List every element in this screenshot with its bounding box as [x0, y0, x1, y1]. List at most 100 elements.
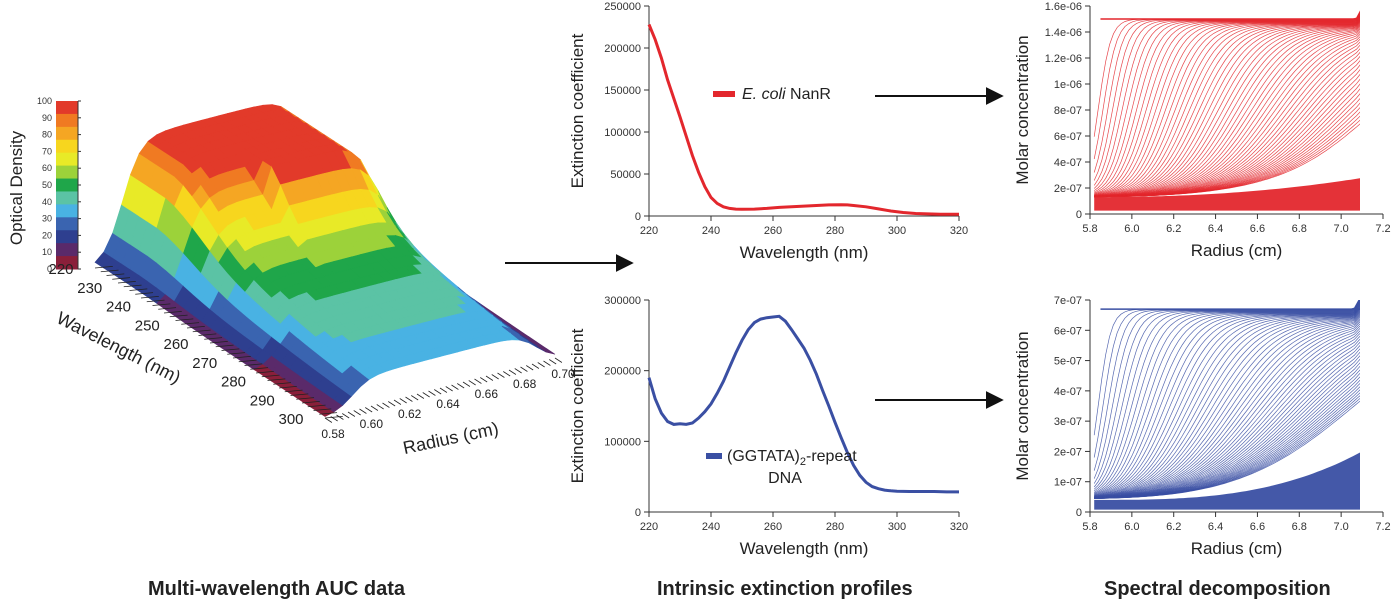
- colorbar-tick-label: 30: [42, 214, 52, 224]
- surface-hatch-line: [382, 402, 390, 408]
- nanr-decomp-x-tick-label: 6.0: [1124, 223, 1139, 235]
- wavelength-tick-label: 270: [192, 355, 217, 372]
- surface-hatch-line: [181, 322, 200, 325]
- nanr-x-tick-label: 220: [640, 225, 658, 237]
- nanr-decomp-y-tick-label: 6e-07: [1054, 131, 1082, 143]
- radius-tick-label: 0.60: [360, 417, 384, 431]
- surface-hatch-line: [313, 408, 332, 411]
- dna-decomp-scan-curve: [1094, 306, 1360, 498]
- nanr-decomp-x-tick-label: 6.4: [1208, 223, 1223, 235]
- surface-hatch-line: [117, 281, 136, 284]
- dna-decomp-scan-curve: [1094, 301, 1360, 493]
- nanr-y-tick-label: 150000: [604, 85, 641, 97]
- surface-hatch-line: [221, 348, 240, 351]
- radius-tick-label: 0.62: [398, 407, 422, 421]
- dna-decomp-x-tick-label: 6.2: [1166, 521, 1181, 533]
- nanr-decomposition-chart: 5.8 6.0 6.2 6.4 6.6 6.8 7.0 7.2 0 2e-07 4e-07 6e-07…: [1013, 1, 1391, 260]
- colorbar-tick-label: 80: [42, 130, 52, 140]
- radius-tick-label: 0.64: [436, 397, 460, 411]
- surface-hatch-line: [491, 374, 499, 380]
- surface-hatch-line: [232, 356, 251, 359]
- surface-hatch-line: [198, 333, 217, 336]
- dna-decomp-x-tick-label: 6.4: [1208, 521, 1223, 533]
- surface-hatch-line: [526, 365, 534, 371]
- surface-hatch-line: [434, 389, 442, 395]
- dna-y-tick-label: 100000: [604, 436, 641, 448]
- dna-decomp-y-tick-label: 6e-07: [1054, 325, 1082, 337]
- dna-x-tick-label: 240: [702, 521, 720, 533]
- surface-hatch-line: [290, 393, 309, 396]
- nanr-scan-curves: [1093, 10, 1360, 211]
- colorbar-tick-label: 0: [47, 264, 52, 274]
- nanr-axes: 220 240 260 280 300 320 0 50000 100000 150000 2000…: [568, 1, 968, 262]
- dna-decomp-x-tick-label: 5.8: [1082, 521, 1097, 533]
- nanr-decomp-scan-curve: [1094, 16, 1360, 197]
- dna-decomp-y-tick-label: 7e-07: [1054, 295, 1082, 307]
- dna-decomp-scan-curve: [1094, 304, 1360, 496]
- nanr-y-axis-label: Extinction coefficient: [568, 33, 587, 188]
- wavelength-tick-label: 220: [48, 261, 73, 278]
- dna-decomp-scan-curve: [1094, 312, 1360, 498]
- dna-extinction-chart: 220 240 260 280 300 320 0 100000 200000 300000 Wav…: [568, 295, 968, 558]
- colorbar-segment: [56, 139, 78, 154]
- surface-hatch-line: [324, 416, 343, 419]
- surface-hatch-line: [307, 404, 326, 408]
- nanr-y-tick-label: 200000: [604, 43, 641, 55]
- nanr-decomp-scan-curve: [1094, 16, 1360, 197]
- wavelength-tick-label: 230: [77, 280, 102, 297]
- nanr-decomp-x-tick-label: 6.6: [1250, 223, 1265, 235]
- surface-hatch-line: [462, 381, 471, 387]
- nanr-decomp-scan-curve: [1094, 19, 1360, 197]
- dna-decomp-scan-curve: [1094, 306, 1360, 497]
- nanr-x-tick-label: 240: [702, 225, 720, 237]
- nanr-decomp-scan-curve: [1094, 26, 1360, 197]
- dna-decomp-scan-curve: [1094, 309, 1360, 498]
- surface-hatch-line: [106, 273, 125, 276]
- dna-decomp-scan-curve: [1094, 315, 1360, 499]
- surface-hatch-line: [267, 378, 286, 381]
- nanr-x-tick-label: 280: [826, 225, 844, 237]
- nanr-decomp-scan-curve: [1094, 18, 1360, 197]
- wavelength-tick-label: 260: [163, 336, 188, 353]
- dna-decomp-x-tick-label: 7.2: [1375, 521, 1390, 533]
- surface-hatch-line: [238, 359, 257, 363]
- surface-hatch-line: [480, 377, 488, 383]
- dna-x-tick-label: 320: [950, 521, 968, 533]
- colorbar-tick-label: 20: [42, 230, 52, 240]
- surface-hatch-line: [485, 375, 494, 381]
- nanr-y-tick-label: 50000: [610, 169, 641, 181]
- nanr-decomp-scan-curve: [1094, 21, 1360, 197]
- colorbar-segment: [56, 101, 78, 115]
- surface-hatch-line: [336, 414, 344, 420]
- surface-hatch-line: [411, 395, 419, 401]
- dna-y-tick-label: 0: [635, 507, 641, 519]
- surface-hatch-line: [186, 326, 205, 329]
- surface-hatch-line: [474, 378, 482, 384]
- nanr-decomp-scan-curve: [1094, 18, 1360, 197]
- nanr-decomp-scan-curve: [1094, 19, 1360, 197]
- surface-hatch-line: [273, 382, 292, 385]
- surface-hatch-line: [342, 413, 350, 419]
- dna-series-line: [647, 314, 959, 494]
- surface-hatch-line: [227, 352, 246, 355]
- colorbar-tick-label: 10: [42, 247, 52, 257]
- nanr-decomp-scan-curve: [1094, 98, 1360, 198]
- colorbar-segment: [56, 217, 78, 231]
- surface-hatch-line: [531, 363, 540, 369]
- surface-hatch-line: [296, 397, 315, 400]
- radius-tick-label: 0.68: [513, 377, 537, 391]
- surface-hatch-line: [330, 416, 338, 422]
- dna-decomp-scan-curve: [1094, 318, 1360, 499]
- surface-hatch-line: [163, 311, 182, 314]
- dna-decomp-scan-curve: [1094, 319, 1360, 499]
- surface-hatch-line: [175, 318, 194, 321]
- dna-decomp-y-tick-label: 0: [1076, 507, 1082, 519]
- nanr-decomp-x-tick-label: 7.0: [1333, 223, 1348, 235]
- surface-hatch-line: [244, 363, 263, 366]
- surface-hatch-line: [301, 401, 320, 404]
- surface-hatch-line: [439, 387, 448, 393]
- dna-x-tick-label: 220: [640, 521, 658, 533]
